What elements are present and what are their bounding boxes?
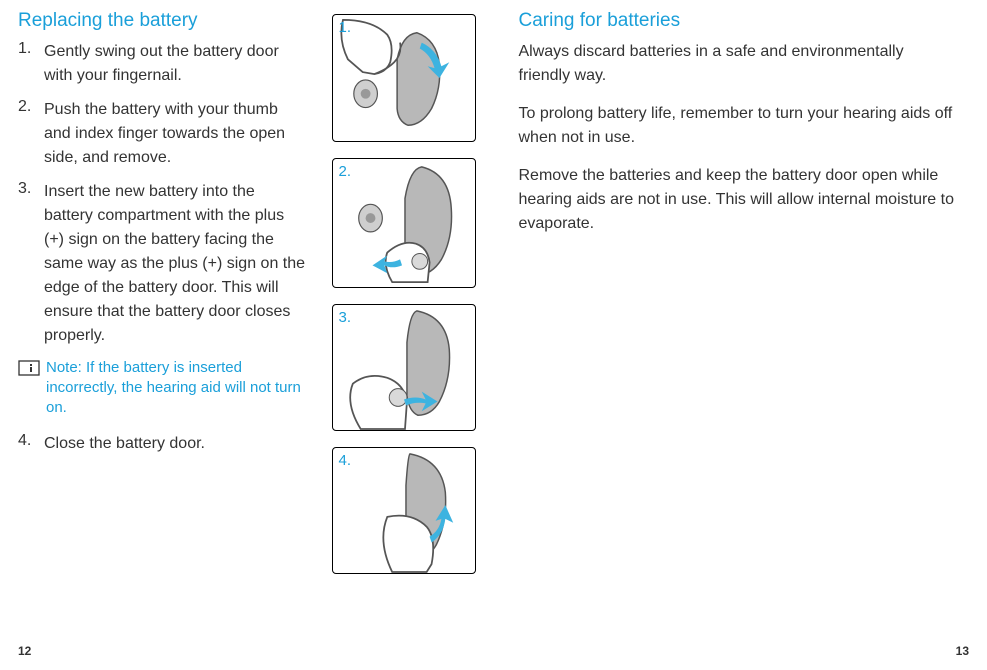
step-3-text: Insert the new battery into the battery … <box>44 180 308 348</box>
para-3: Remove the batteries and keep the batter… <box>519 164 958 236</box>
heading-caring: Caring for batteries <box>519 10 958 32</box>
para-1: Always discard batteries in a safe and e… <box>519 40 958 88</box>
page-number-right: 13 <box>956 644 969 658</box>
diagram-2-svg <box>333 159 475 287</box>
para-2: To prolong battery life, remember to tur… <box>519 102 958 150</box>
note-text: Note: If the battery is inserted incorre… <box>46 358 306 418</box>
diagram-1: 1. <box>332 14 476 142</box>
diagram-1-num: 1. <box>339 19 352 36</box>
step-1: 1. Gently swing out the battery door wit… <box>18 40 308 88</box>
note-row: Note: If the battery is inserted incorre… <box>18 358 308 418</box>
page-left: Replacing the battery 1. Gently swing ou… <box>0 0 494 670</box>
note-icon <box>18 360 40 376</box>
step-2-num: 2. <box>18 98 44 116</box>
step-2-text: Push the battery with your thumb and ind… <box>44 98 308 170</box>
page-number-left: 12 <box>18 644 31 658</box>
steps-column: 1. Gently swing out the battery door wit… <box>18 40 308 456</box>
step-1-num: 1. <box>18 40 44 58</box>
step-2: 2. Push the battery with your thumb and … <box>18 98 308 170</box>
step-3: 3. Insert the new battery into the batte… <box>18 180 308 348</box>
diagram-2-num: 2. <box>339 163 352 180</box>
diagram-3-num: 3. <box>339 309 352 326</box>
step-1-text: Gently swing out the battery door with y… <box>44 40 308 88</box>
step-3-num: 3. <box>18 180 44 198</box>
step-4-text: Close the battery door. <box>44 432 205 456</box>
diagram-3: 3. <box>332 304 476 431</box>
diagram-3-svg <box>333 305 475 430</box>
diagram-column: 1. 2. <box>332 14 476 590</box>
diagram-2: 2. <box>332 158 476 288</box>
step-4: 4. Close the battery door. <box>18 432 308 456</box>
page-spread: Replacing the battery 1. Gently swing ou… <box>0 0 987 670</box>
diagram-4-num: 4. <box>339 452 352 469</box>
step-4-num: 4. <box>18 432 44 450</box>
diagram-4-svg <box>333 448 475 573</box>
diagram-4: 4. <box>332 447 476 574</box>
diagram-1-svg <box>333 15 475 141</box>
page-right: Caring for batteries Always discard batt… <box>494 0 987 670</box>
